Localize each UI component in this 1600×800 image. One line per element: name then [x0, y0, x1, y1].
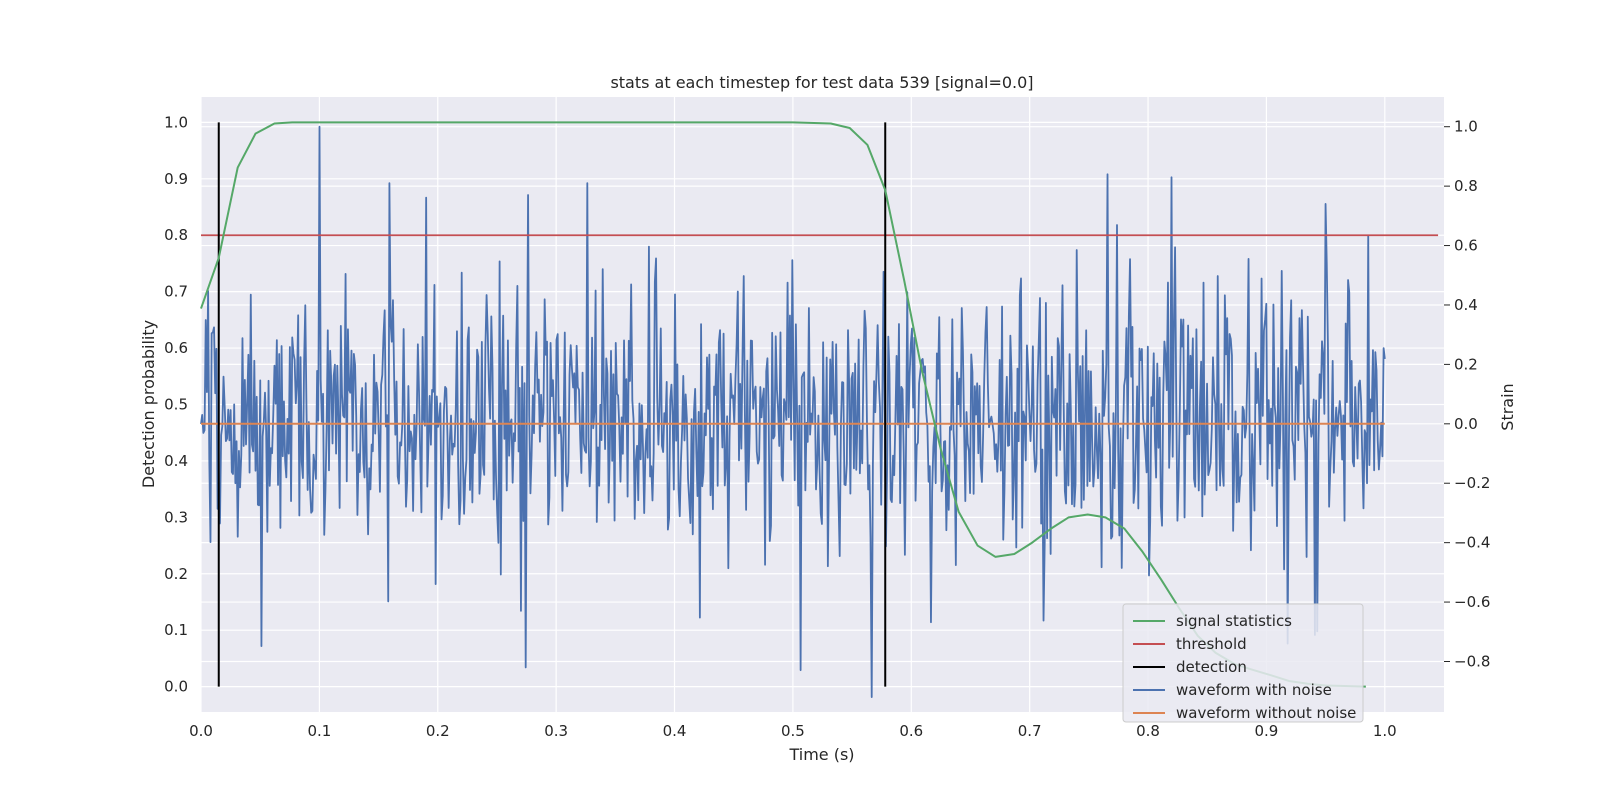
x-tick-label: 1.0 — [1373, 722, 1397, 740]
y-left-tick-label: 0.7 — [164, 283, 188, 301]
y-left-tick-label: 0.4 — [164, 452, 188, 470]
legend-label: waveform without noise — [1176, 704, 1356, 722]
legend-box — [1122, 603, 1364, 723]
y-left-tick-label: 0.6 — [164, 339, 188, 357]
x-tick-label: 0.5 — [781, 722, 805, 740]
y-axis-right: −0.8 −0.6 −0.4 −0.2 0.0 0.2 0.4 0.6 0.8 1.0 — [1444, 118, 1490, 670]
x-tick-label: 0.1 — [307, 722, 331, 740]
y-left-tick-label: 0.8 — [164, 226, 188, 244]
y-axis-left-label: Detection probability — [139, 320, 158, 488]
x-tick-label: 0.6 — [899, 722, 923, 740]
y-axis-right-label: Strain — [1498, 383, 1517, 430]
y-right-tick-label: −0.6 — [1454, 593, 1490, 611]
y-right-tick-label: −0.8 — [1454, 652, 1490, 670]
y-axis-left: 0.0 0.1 0.2 0.3 0.4 0.5 0.6 0.7 0.8 0.9 1.0 — [164, 113, 188, 695]
y-right-tick-label: −0.2 — [1454, 474, 1490, 492]
y-left-tick-label: 0.5 — [164, 396, 188, 414]
chart-title: stats at each timestep for test data 539… — [610, 73, 1033, 92]
x-tick-label: 0.3 — [544, 722, 568, 740]
x-axis-label: Time (s) — [788, 745, 854, 764]
series-waveform-with-noise — [200, 125, 1386, 699]
legend: signal statistics threshold detection wavef… — [1122, 603, 1364, 723]
legend-label: signal statistics — [1176, 612, 1292, 630]
legend-label: threshold — [1176, 635, 1247, 653]
x-tick-label: 0.7 — [1018, 722, 1042, 740]
y-right-tick-label: 0.4 — [1454, 296, 1478, 314]
y-right-tick-label: 0.6 — [1454, 237, 1478, 255]
y-left-tick-label: 1.0 — [164, 113, 188, 131]
y-left-tick-label: 0.0 — [164, 678, 188, 696]
y-left-tick-label: 0.1 — [164, 621, 188, 639]
x-tick-label: 0.9 — [1254, 722, 1278, 740]
x-tick-label: 0.0 — [189, 722, 213, 740]
y-right-tick-label: 0.0 — [1454, 415, 1478, 433]
y-left-tick-label: 0.3 — [164, 508, 188, 526]
y-right-tick-label: −0.4 — [1454, 534, 1490, 552]
y-right-tick-label: 0.8 — [1454, 177, 1478, 195]
x-tick-label: 0.2 — [426, 722, 450, 740]
legend-label: detection — [1176, 658, 1247, 676]
y-left-tick-label: 0.9 — [164, 170, 188, 188]
y-left-tick-label: 0.2 — [164, 565, 188, 583]
x-tick-label: 0.8 — [1136, 722, 1160, 740]
x-axis: 0.0 0.1 0.2 0.3 0.4 0.5 0.6 0.7 0.8 0.9 1.0 — [189, 722, 1397, 740]
y-right-tick-label: 0.2 — [1454, 355, 1478, 373]
y-right-tick-label: 1.0 — [1454, 118, 1478, 136]
x-tick-label: 0.4 — [663, 722, 687, 740]
legend-label: waveform with noise — [1176, 681, 1332, 699]
